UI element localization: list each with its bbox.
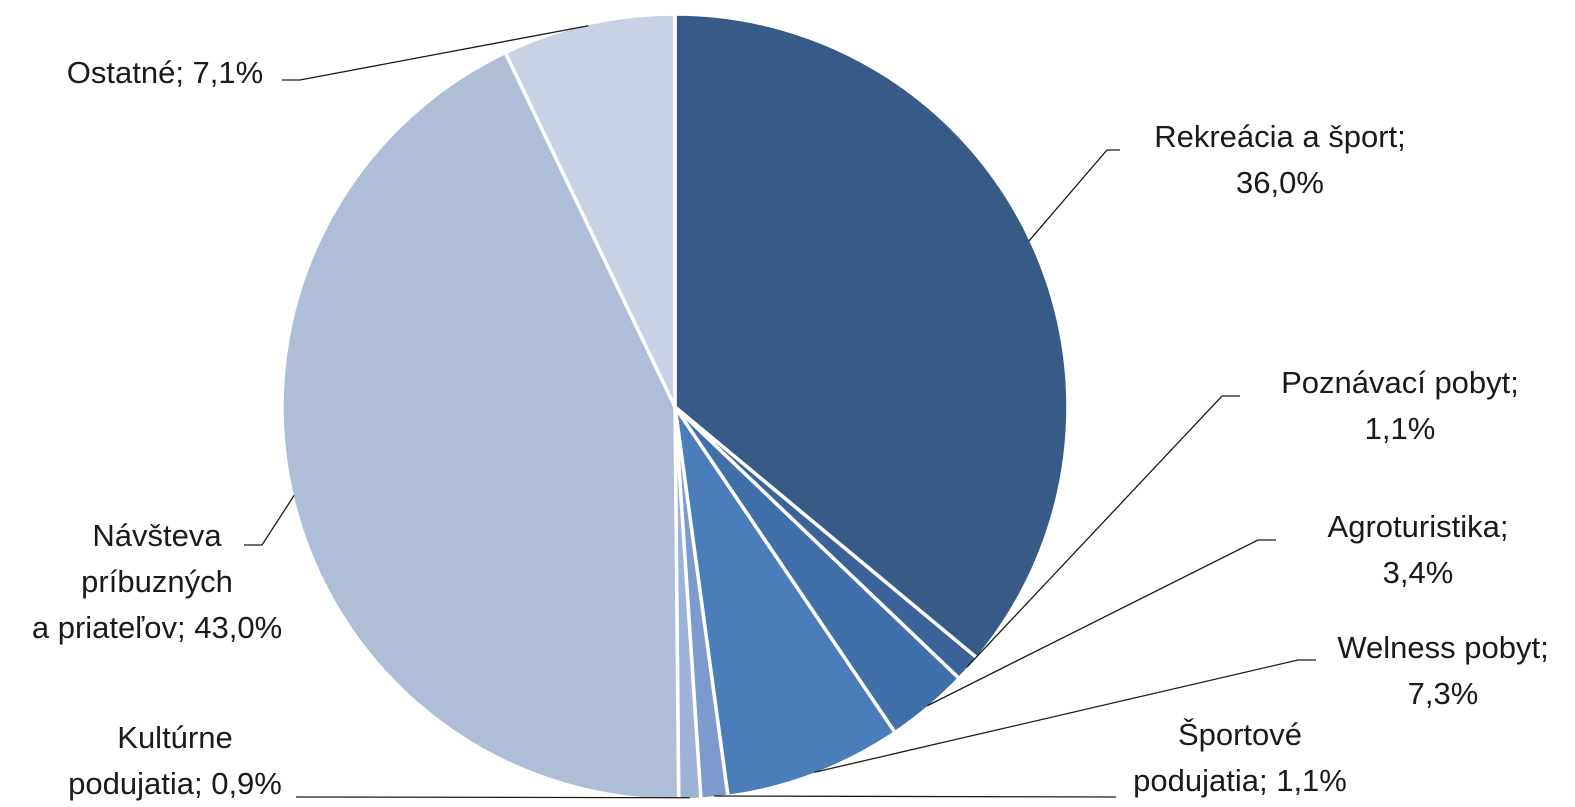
slice-label-poznavaci: Poznávací pobyt; 1,1% [1281,365,1519,446]
slice-label-navsteva: Návšteva príbuzných a priateľov; 43,0% [32,518,282,645]
slice-label-line: Rekreácia a šport; [1154,119,1406,154]
slice-label-line: 3,4% [1383,555,1454,590]
slice-label-line: 7,3% [1408,676,1479,711]
slice-label-welness: Welness pobyt; 7,3% [1337,630,1548,711]
leader-line-welness [814,659,1316,773]
slice-label-line: Welness pobyt; [1337,630,1548,665]
leader-line-agroturistika [926,539,1276,707]
leader-line-navsteva [244,495,295,546]
leader-lines [244,25,1316,799]
slice-label-line: Návšteva [92,518,222,553]
pie-slice-rekreacia [673,12,1070,661]
pie-slices [280,12,1070,802]
pie-slice-navsteva [280,50,681,802]
slice-label-agroturistika: Agroturistika; 3,4% [1328,509,1509,590]
slice-label-ostatne: Ostatné; 7,1% [67,55,263,90]
slice-label-line: podujatia; 1,1% [1133,763,1347,798]
leader-line-rekreacia [1028,149,1120,242]
slice-label-line: Ostatné; 7,1% [67,55,263,90]
slice-label-line: Poznávací pobyt; [1281,365,1519,400]
slice-labels: Rekreácia a šport; 36,0% Poznávací pobyt; 1… [32,55,1549,801]
slice-label-line: Agroturistika; [1328,509,1509,544]
slice-label-sportove: Športové podujatia; 1,1% [1133,717,1347,798]
slice-label-line: a priateľov; 43,0% [32,610,282,645]
pie-slice-ostatne [502,12,677,408]
leader-line-ostatne [282,25,589,81]
leader-line-poznavaci [966,395,1240,668]
leader-line-sportove [714,795,1116,798]
slice-label-line: 36,0% [1236,165,1324,200]
slice-label-line: podujatia; 0,9% [68,766,282,801]
slice-label-rekreacia: Rekreácia a šport; 36,0% [1154,119,1406,200]
slice-label-kulturne: Kultúrne podujatia; 0,9% [68,720,282,801]
slice-label-line: Športové [1178,717,1302,752]
slice-label-line: príbuzných [81,564,233,599]
slice-label-line: 1,1% [1365,411,1436,446]
slice-label-line: Kultúrne [117,720,232,755]
pie-slice-welness [673,406,898,799]
leader-line-kulturne [296,796,690,799]
